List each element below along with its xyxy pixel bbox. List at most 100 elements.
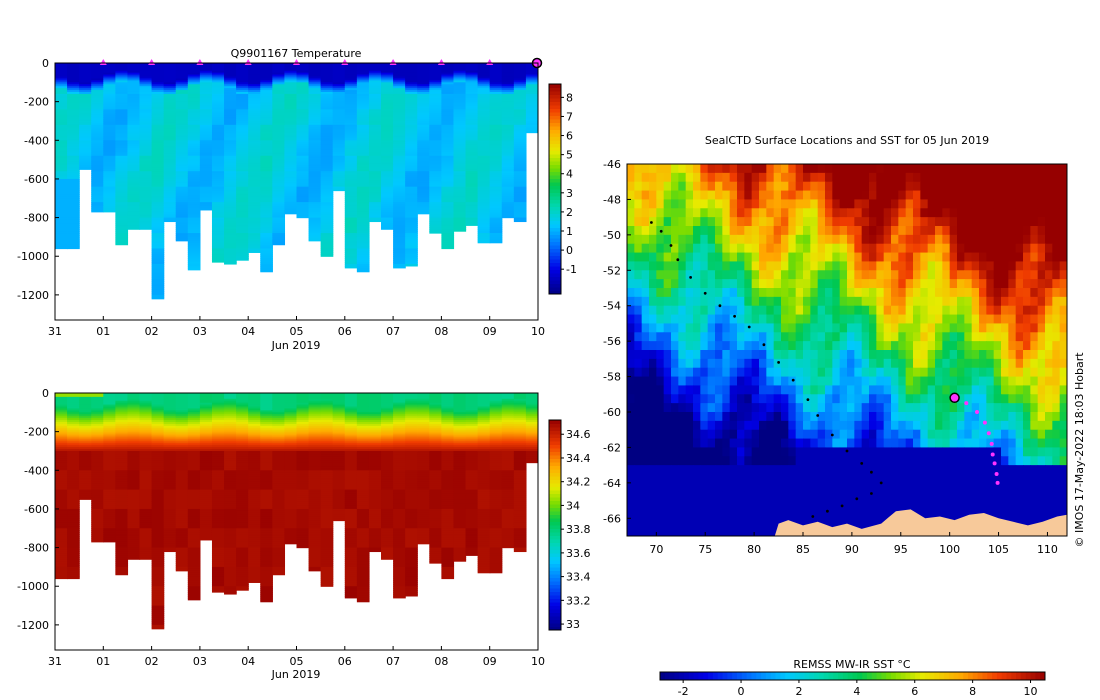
profile-cell bbox=[211, 149, 225, 153]
profile-cell bbox=[175, 406, 189, 410]
profile-cell bbox=[501, 72, 515, 76]
profile-cell bbox=[248, 113, 261, 116]
profile-cell bbox=[381, 219, 394, 223]
profile-cell bbox=[91, 481, 104, 485]
profile-cell bbox=[211, 246, 225, 250]
profile-cell bbox=[224, 412, 237, 415]
profile-cell bbox=[67, 393, 80, 396]
profile-cell bbox=[67, 169, 80, 172]
profile-cell bbox=[236, 167, 249, 170]
profile-cell bbox=[248, 99, 261, 103]
profile-cell bbox=[199, 487, 213, 491]
profile-cell bbox=[79, 86, 92, 89]
profile-cell bbox=[67, 138, 80, 141]
profile-cell bbox=[501, 163, 515, 167]
profile-cell bbox=[465, 204, 479, 207]
profile-cell bbox=[175, 227, 189, 230]
profile-cell bbox=[175, 489, 189, 493]
profile-cell bbox=[284, 70, 298, 74]
profile-cell bbox=[55, 149, 68, 153]
profile-cell bbox=[151, 209, 165, 213]
profile-cell bbox=[393, 171, 406, 174]
profile-cell bbox=[236, 70, 249, 74]
profile-cell bbox=[163, 151, 177, 155]
profile-cell bbox=[296, 209, 310, 213]
profile-cell bbox=[236, 146, 249, 149]
profile-cell bbox=[441, 173, 455, 176]
profile-cell bbox=[381, 202, 394, 205]
profile-cell bbox=[320, 130, 334, 134]
profile-cell bbox=[211, 398, 225, 402]
profile-cell bbox=[272, 175, 286, 178]
profile-cell bbox=[151, 443, 165, 446]
profile-cell bbox=[115, 66, 129, 70]
profile-cell bbox=[199, 454, 213, 458]
profile-cell bbox=[55, 207, 68, 211]
colorbar-swatch bbox=[549, 241, 561, 246]
profile-cell bbox=[453, 211, 467, 215]
profile-cell bbox=[211, 588, 225, 591]
profile-cell bbox=[151, 95, 165, 99]
profile-cell bbox=[187, 551, 201, 554]
profile-cell bbox=[477, 159, 491, 163]
profile-cell bbox=[381, 153, 394, 157]
colorbar-swatch bbox=[549, 252, 561, 256]
profile-cell bbox=[465, 221, 479, 224]
profile-cell bbox=[224, 70, 237, 74]
profile-cell bbox=[513, 103, 527, 107]
profile-cell bbox=[139, 503, 153, 506]
profile-cell bbox=[151, 244, 165, 248]
profile-cell bbox=[127, 161, 141, 165]
x-tick-label: 07 bbox=[386, 325, 400, 338]
profile-cell bbox=[429, 192, 442, 195]
profile-cell bbox=[67, 493, 80, 497]
profile-cell bbox=[405, 175, 418, 178]
profile-cell bbox=[79, 487, 92, 491]
profile-cell bbox=[187, 111, 201, 114]
profile-cell bbox=[199, 520, 213, 524]
profile-cell bbox=[441, 124, 455, 128]
profile-cell bbox=[308, 159, 322, 163]
profile-cell bbox=[489, 173, 503, 176]
profile-cell bbox=[489, 215, 503, 219]
profile-cell bbox=[272, 204, 286, 207]
profile-cell bbox=[308, 70, 322, 74]
profile-cell bbox=[163, 537, 177, 541]
profile-cell bbox=[211, 238, 225, 242]
profile-cell bbox=[284, 169, 298, 172]
profile-cell bbox=[393, 68, 406, 72]
profile-cell bbox=[272, 97, 286, 101]
profile-cell bbox=[248, 117, 261, 120]
profile-cell bbox=[248, 233, 261, 236]
profile-cell bbox=[453, 204, 467, 207]
profile-cell bbox=[477, 186, 491, 190]
colorbar-swatch bbox=[549, 280, 561, 284]
profile-cell bbox=[115, 109, 129, 112]
profile-cell bbox=[272, 132, 286, 136]
profile-cell bbox=[308, 119, 322, 122]
profile-cell bbox=[489, 138, 503, 141]
profile-cell bbox=[308, 149, 322, 153]
profile-cell bbox=[211, 568, 225, 572]
profile-cell bbox=[381, 182, 394, 186]
profile-cell bbox=[356, 229, 370, 232]
profile-cell bbox=[489, 196, 503, 199]
profile-cell bbox=[296, 142, 310, 145]
profile-cell bbox=[320, 209, 334, 213]
profile-cell bbox=[163, 427, 177, 431]
profile-cell bbox=[224, 452, 237, 456]
profile-cell bbox=[67, 450, 80, 454]
profile-cell bbox=[260, 97, 273, 101]
profile-cell bbox=[308, 101, 322, 105]
profile-cell bbox=[477, 153, 491, 157]
profile-cell bbox=[296, 91, 310, 95]
profile-cell bbox=[441, 157, 455, 161]
profile-cell bbox=[139, 76, 153, 80]
profile-cell bbox=[175, 175, 189, 178]
profile-cell bbox=[296, 84, 310, 87]
profile-cell bbox=[163, 449, 177, 452]
profile-cell bbox=[67, 501, 80, 504]
profile-cell bbox=[115, 410, 129, 413]
profile-cell bbox=[332, 153, 346, 157]
profile-cell bbox=[441, 153, 455, 157]
